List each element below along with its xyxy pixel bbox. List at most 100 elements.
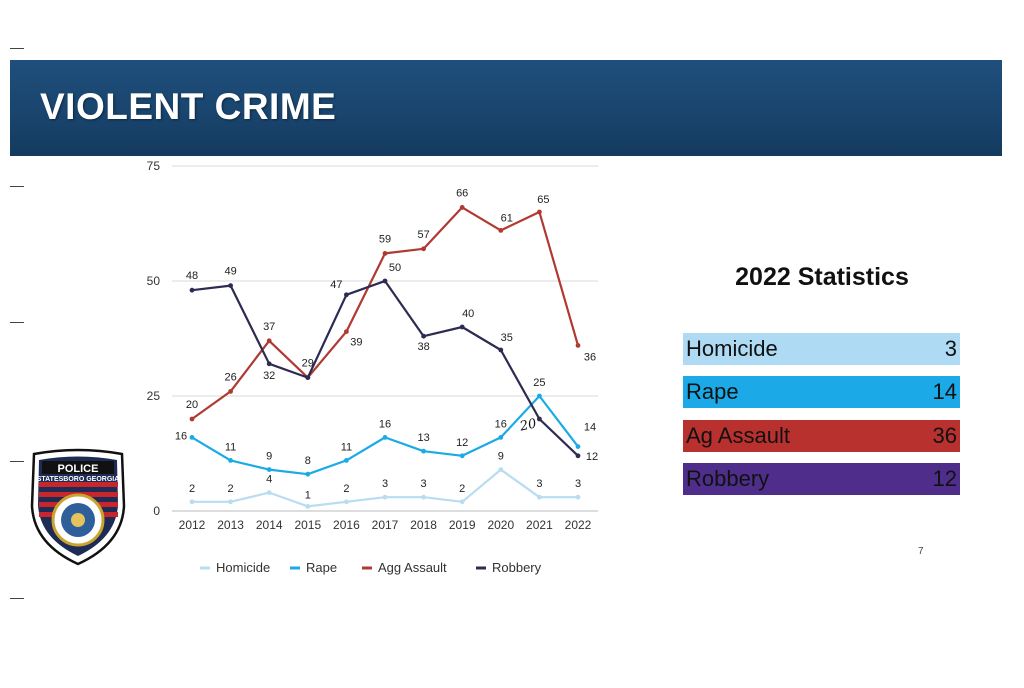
data-label: 3	[575, 478, 581, 490]
data-point	[537, 494, 542, 500]
legend-label: Agg Assault	[378, 560, 447, 575]
title-banner: VIOLENT CRIME	[10, 60, 1002, 156]
data-label: 13	[417, 432, 429, 444]
x-tick-label: 2017	[372, 518, 399, 532]
data-point	[344, 292, 349, 298]
stat-label: Rape	[686, 379, 739, 404]
x-tick-label: 2016	[333, 518, 360, 532]
data-label: 16	[495, 418, 507, 430]
data-point	[575, 494, 581, 500]
data-point	[382, 435, 388, 440]
stats-title: 2022 Statistics	[735, 263, 909, 291]
x-tick-label: 2013	[217, 518, 244, 532]
data-point	[189, 499, 195, 505]
chart-series	[189, 205, 581, 509]
data-point	[266, 338, 272, 344]
y-tick-label: 50	[147, 274, 161, 288]
data-label: 11	[341, 441, 352, 453]
data-label: 48	[186, 270, 198, 282]
data-label: 16	[175, 430, 187, 442]
stat-label: Ag Assault	[686, 423, 790, 448]
data-point	[305, 471, 311, 477]
data-point	[537, 209, 542, 215]
page-number: 7	[918, 546, 924, 557]
scan-edge-mark	[10, 461, 24, 462]
legend-label: Robbery	[492, 560, 542, 575]
data-label: 2	[343, 483, 349, 495]
data-point	[189, 435, 195, 440]
data-point	[421, 333, 426, 339]
data-label: 40	[462, 308, 474, 320]
data-label: 3	[421, 478, 427, 490]
data-point	[459, 324, 465, 330]
logo-text-city: STATESBORO GEORGIA	[37, 476, 120, 483]
logo-text-police: POLICE	[58, 463, 99, 475]
slide-title: VIOLENT CRIME	[40, 86, 337, 127]
data-point	[344, 458, 349, 463]
data-label: 12	[456, 437, 468, 449]
stat-label: Homicide	[686, 336, 778, 361]
data-label: 12	[586, 451, 598, 463]
data-label: 49	[224, 266, 236, 278]
data-point	[498, 467, 504, 472]
data-label: 38	[417, 341, 429, 353]
data-point	[228, 499, 234, 505]
x-tick-label: 2022	[565, 518, 592, 532]
data-label: 9	[498, 451, 504, 463]
data-label: 66	[456, 187, 468, 199]
data-point	[344, 329, 349, 334]
data-label: 1	[305, 489, 311, 501]
data-label: 20	[186, 399, 198, 411]
data-label: 35	[501, 332, 513, 344]
data-label: 37	[263, 321, 275, 333]
data-point	[575, 444, 581, 449]
legend-label: Homicide	[216, 560, 270, 575]
data-point	[382, 278, 388, 284]
data-label: 8	[305, 455, 311, 467]
data-label: 36	[584, 351, 596, 363]
data-label: 4	[266, 474, 272, 486]
data-point	[189, 416, 195, 422]
stat-value: 3	[944, 336, 957, 361]
scan-edge-mark	[10, 598, 24, 599]
data-point	[382, 494, 388, 500]
data-label: 61	[501, 212, 513, 224]
data-label: 57	[417, 229, 429, 241]
scan-edge-mark	[10, 322, 24, 323]
data-label: 65	[537, 194, 549, 206]
stat-bar-ag-assault: Ag Assault 36	[683, 420, 960, 452]
stat-bar-robbery: Robbery 12	[683, 463, 960, 495]
data-point	[575, 453, 581, 459]
data-label: 59	[379, 233, 391, 245]
data-label: 2	[189, 483, 195, 495]
stat-bar-rape: Rape 14	[683, 376, 960, 408]
data-point	[537, 393, 542, 399]
data-label: 9	[266, 451, 272, 463]
data-point	[305, 504, 311, 509]
data-label: 3	[536, 478, 542, 490]
y-tick-label: 75	[147, 159, 161, 173]
chart-legend: Homicide Rape Agg Assault Robbery	[200, 560, 542, 575]
data-point	[498, 347, 504, 353]
scan-edge-mark	[10, 186, 24, 187]
data-label: 25	[533, 377, 545, 389]
data-point	[266, 490, 272, 495]
data-point	[228, 458, 234, 463]
data-point	[344, 499, 349, 505]
data-label: 2	[228, 483, 234, 495]
data-point	[498, 228, 504, 233]
x-tick-label: 2021	[526, 518, 553, 532]
scan-edge-mark	[10, 48, 24, 49]
police-badge-icon: POLICE STATESBORO GEORGIA	[26, 448, 130, 573]
data-point	[421, 246, 426, 252]
stat-bar-homicide: Homicide 3	[683, 333, 960, 365]
data-label: 14	[584, 422, 596, 434]
data-point	[498, 435, 504, 440]
y-tick-label: 0	[153, 504, 160, 518]
data-label: 29	[302, 358, 314, 370]
data-point	[537, 416, 542, 422]
data-point	[382, 251, 388, 256]
legend-label: Rape	[306, 560, 337, 575]
data-label: 2	[459, 483, 465, 495]
